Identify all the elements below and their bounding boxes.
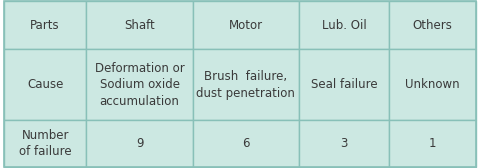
Bar <box>4 49 86 120</box>
Text: Motor: Motor <box>229 19 263 32</box>
Bar <box>193 1 299 49</box>
Bar <box>389 49 476 120</box>
Bar <box>299 49 389 120</box>
Bar <box>86 1 193 49</box>
Text: 6: 6 <box>242 137 250 150</box>
Bar <box>193 120 299 167</box>
Text: Others: Others <box>412 19 453 32</box>
Text: Cause: Cause <box>27 78 63 91</box>
Text: Number
of failure: Number of failure <box>19 129 72 158</box>
Text: 1: 1 <box>429 137 436 150</box>
Text: Lub. Oil: Lub. Oil <box>322 19 366 32</box>
Bar <box>4 120 86 167</box>
Text: 3: 3 <box>340 137 348 150</box>
Bar <box>86 49 193 120</box>
Text: Brush  failure,
dust penetration: Brush failure, dust penetration <box>196 70 295 100</box>
Text: 9: 9 <box>136 137 144 150</box>
Bar <box>389 1 476 49</box>
Text: Parts: Parts <box>30 19 60 32</box>
Bar <box>193 49 299 120</box>
Bar <box>389 120 476 167</box>
Bar <box>299 1 389 49</box>
Text: Shaft: Shaft <box>124 19 155 32</box>
Bar <box>4 1 86 49</box>
Bar <box>86 120 193 167</box>
Bar <box>299 120 389 167</box>
Text: Deformation or
Sodium oxide
accumulation: Deformation or Sodium oxide accumulation <box>95 62 184 108</box>
Text: Unknown: Unknown <box>405 78 460 91</box>
Text: Seal failure: Seal failure <box>311 78 377 91</box>
